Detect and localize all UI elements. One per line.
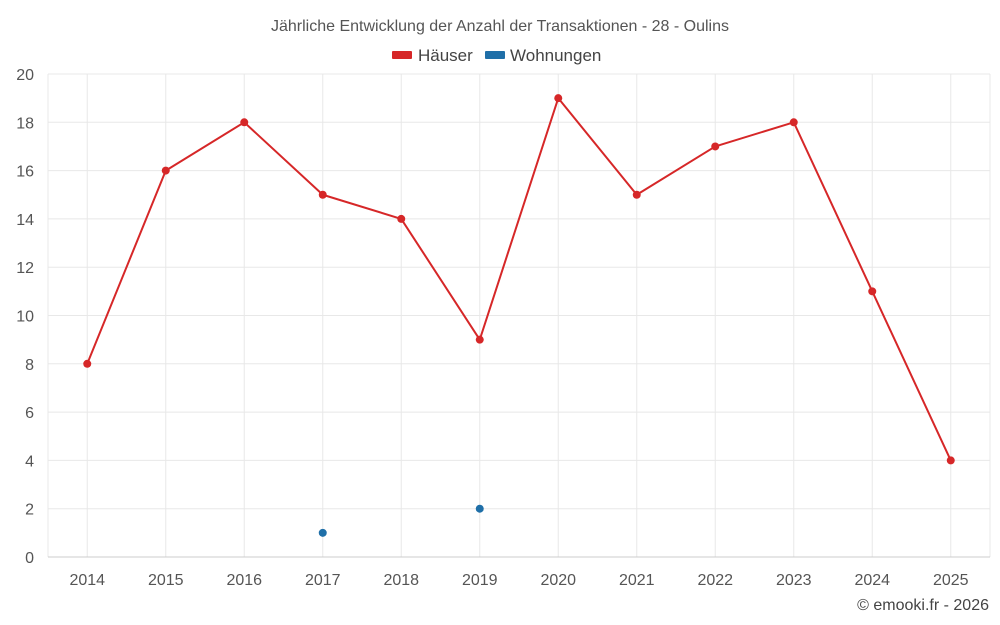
y-tick-label: 18 — [16, 115, 34, 132]
y-tick-label: 20 — [16, 67, 34, 84]
data-point-haeuser-2022[interactable] — [711, 142, 720, 151]
data-point-haeuser-2020[interactable] — [554, 94, 563, 103]
y-tick-label: 12 — [16, 260, 34, 277]
x-tick-label: 2025 — [933, 572, 969, 589]
credit-text: © emooki.fr - 2026 — [857, 597, 989, 614]
y-tick-label: 10 — [16, 309, 34, 326]
data-point-haeuser-2018[interactable] — [397, 214, 406, 223]
y-tick-label: 6 — [25, 405, 34, 422]
x-tick-label: 2024 — [854, 572, 890, 589]
legend-label-wohnungen: Wohnungen — [510, 46, 601, 65]
x-tick-label: 2015 — [148, 572, 184, 589]
series-line-haeuser — [86, 97, 952, 461]
x-tick-label: 2020 — [540, 572, 576, 589]
x-tick-label: 2014 — [69, 572, 105, 589]
x-tick-label: 2021 — [619, 572, 655, 589]
data-point-haeuser-2017[interactable] — [318, 190, 327, 199]
y-tick-label: 4 — [25, 453, 34, 470]
data-point-haeuser-2019[interactable] — [475, 335, 484, 344]
x-tick-label: 2017 — [305, 572, 341, 589]
grid — [47, 73, 991, 557]
axes: 0 2 4 6 8 10 12 14 16 18 20 2014 2015 2016 2017 2018 201… — [16, 67, 990, 589]
data-point-haeuser-2014[interactable] — [83, 359, 92, 368]
y-tick-label: 14 — [16, 212, 34, 229]
data-point-haeuser-2024[interactable] — [868, 287, 877, 296]
legend-item-haeuser[interactable]: Häuser — [392, 46, 473, 65]
data-point-haeuser-2025[interactable] — [946, 456, 955, 465]
y-tick-label: 8 — [25, 357, 34, 374]
x-tick-label: 2016 — [226, 572, 262, 589]
legend-item-wohnungen[interactable]: Wohnungen — [485, 46, 601, 65]
series — [83, 94, 955, 537]
x-tick-label: 2022 — [697, 572, 733, 589]
x-tick-label: 2023 — [776, 572, 812, 589]
legend-label-haeuser: Häuser — [418, 46, 473, 65]
data-point-haeuser-2021[interactable] — [632, 190, 641, 199]
data-point-wohnungen-2017[interactable] — [318, 528, 327, 537]
x-tick-label: 2019 — [462, 572, 498, 589]
y-tick-label: 0 — [25, 550, 34, 567]
y-tick-label: 2 — [25, 502, 34, 519]
legend-swatch-wohnungen — [485, 51, 505, 59]
x-tick-label: 2018 — [383, 572, 419, 589]
legend: Häuser Wohnungen — [392, 46, 601, 65]
data-point-wohnungen-2019[interactable] — [475, 504, 484, 513]
data-point-haeuser-2016[interactable] — [240, 118, 249, 127]
legend-swatch-haeuser — [392, 51, 412, 59]
y-tick-label: 16 — [16, 164, 34, 181]
data-point-haeuser-2023[interactable] — [789, 118, 798, 127]
chart-title: Jährliche Entwicklung der Anzahl der Tra… — [271, 18, 729, 35]
data-point-haeuser-2015[interactable] — [161, 166, 170, 175]
